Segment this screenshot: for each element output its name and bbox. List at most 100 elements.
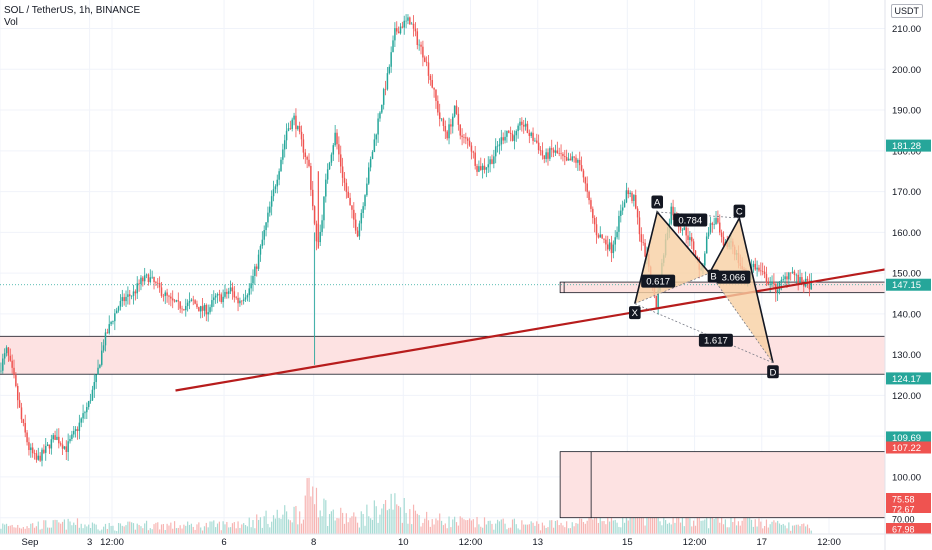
price-marker[interactable] [886, 372, 931, 385]
volume-bar [366, 504, 368, 534]
zone-rectangle[interactable] [559, 451, 886, 519]
candle-body [302, 139, 305, 153]
volume-bar [89, 527, 92, 534]
pattern-point-x[interactable]: X [629, 306, 641, 320]
candle-body [349, 197, 351, 206]
candle-body [87, 401, 90, 408]
candle-body [244, 297, 247, 300]
volume-bar [567, 528, 570, 534]
time-tick-label: 12:00 [683, 537, 707, 548]
candle-body [147, 274, 150, 283]
candle-body [593, 217, 596, 225]
ratio-label-0617[interactable]: 0.617 [641, 274, 676, 288]
volume-bar [164, 530, 166, 534]
volume-bar [592, 519, 594, 534]
candle-body [810, 280, 812, 290]
candle-body [409, 17, 411, 25]
candle-body [396, 28, 398, 32]
candle-body [56, 436, 58, 440]
volume-bar [496, 519, 499, 534]
volume-bar [129, 521, 131, 534]
volume-bar [58, 522, 60, 534]
price-marker[interactable] [886, 441, 931, 454]
volume-bar [39, 529, 41, 534]
candle-body [524, 123, 527, 127]
volume-bar [80, 523, 82, 534]
volume-bar [75, 524, 77, 534]
pattern-point-b[interactable]: B [707, 269, 720, 283]
volume-bar [446, 528, 448, 534]
candle-body [315, 223, 318, 242]
volume-bar [666, 523, 669, 534]
candle-body [539, 150, 542, 151]
volume-bar [370, 518, 372, 534]
candle-body [448, 124, 450, 139]
tag-background [641, 274, 676, 288]
volume-bar [244, 525, 247, 534]
price-axis[interactable]: 210.00 200.00 190.00 180.00 170.00 160.00 150.… [884, 0, 932, 550]
drawing-overlays[interactable]: X A B C D 0.784 0.617 3.066 1.617 [0, 195, 886, 392]
volume-bar [762, 528, 764, 534]
candle-body [707, 232, 710, 237]
candle-body [655, 295, 658, 309]
candle-body [455, 105, 458, 114]
ratio-label-1617[interactable]: 1.617 [698, 333, 733, 347]
time-axis[interactable]: Sep 3 12:00 6 8 10 12:00 13 15 12:00 17 12:00 [0, 533, 932, 548]
volume-bar [569, 528, 571, 534]
volume-bar [33, 527, 36, 534]
candle-body [270, 196, 273, 207]
volume-bar [11, 524, 13, 534]
volume-bar [192, 526, 194, 534]
volume-bar [299, 511, 301, 534]
trendline[interactable] [175, 268, 886, 392]
ratio-label-0784[interactable]: 0.784 [673, 213, 708, 227]
pattern-point-a[interactable]: A [651, 195, 664, 209]
zone-rectangle[interactable] [0, 335, 886, 375]
price-marker[interactable] [886, 139, 931, 152]
price-marker[interactable] [886, 431, 931, 444]
volume-bar [45, 520, 47, 534]
candle-body [330, 154, 333, 163]
volume-bar [175, 528, 178, 534]
candle-body [722, 236, 725, 246]
volume-bar [17, 524, 19, 534]
candle-body [28, 442, 30, 451]
volume-bar [381, 508, 383, 534]
volume-bar [468, 518, 471, 534]
volume-bar [41, 528, 43, 534]
price-marker[interactable] [886, 278, 931, 291]
volume-bar [614, 519, 616, 534]
pattern-point-c[interactable]: C [733, 204, 746, 218]
volume-bar [48, 527, 51, 534]
candle-body [545, 152, 547, 159]
volume-bar [323, 498, 325, 534]
volume-bar [306, 478, 308, 534]
volume-bar [422, 522, 424, 534]
volume-bar [726, 527, 728, 534]
volume-bar [13, 527, 15, 534]
ratio-label-3066[interactable]: 3.066 [716, 270, 751, 284]
pattern-point-d[interactable]: D [767, 365, 779, 379]
candle-body [334, 132, 336, 146]
volume-bar [694, 525, 697, 534]
volume-bar [97, 529, 99, 534]
candle-body [472, 151, 475, 153]
candle-body [543, 155, 546, 159]
currency-badge[interactable]: USDT [890, 4, 923, 18]
volume-bar [586, 520, 588, 534]
volume-bar [523, 524, 525, 534]
volume-bar [371, 519, 374, 534]
candle-body [82, 413, 84, 419]
volume-bar [153, 524, 155, 534]
volume-bar [250, 527, 252, 534]
volume-bar [793, 525, 796, 534]
volume-bar [297, 524, 299, 534]
candle-body [241, 300, 243, 302]
volume-bar [470, 520, 473, 534]
volume-bar [580, 518, 583, 534]
candle-body [95, 374, 97, 383]
volume-bar [609, 521, 611, 534]
candle-body [549, 148, 551, 159]
candle-body [522, 124, 525, 127]
